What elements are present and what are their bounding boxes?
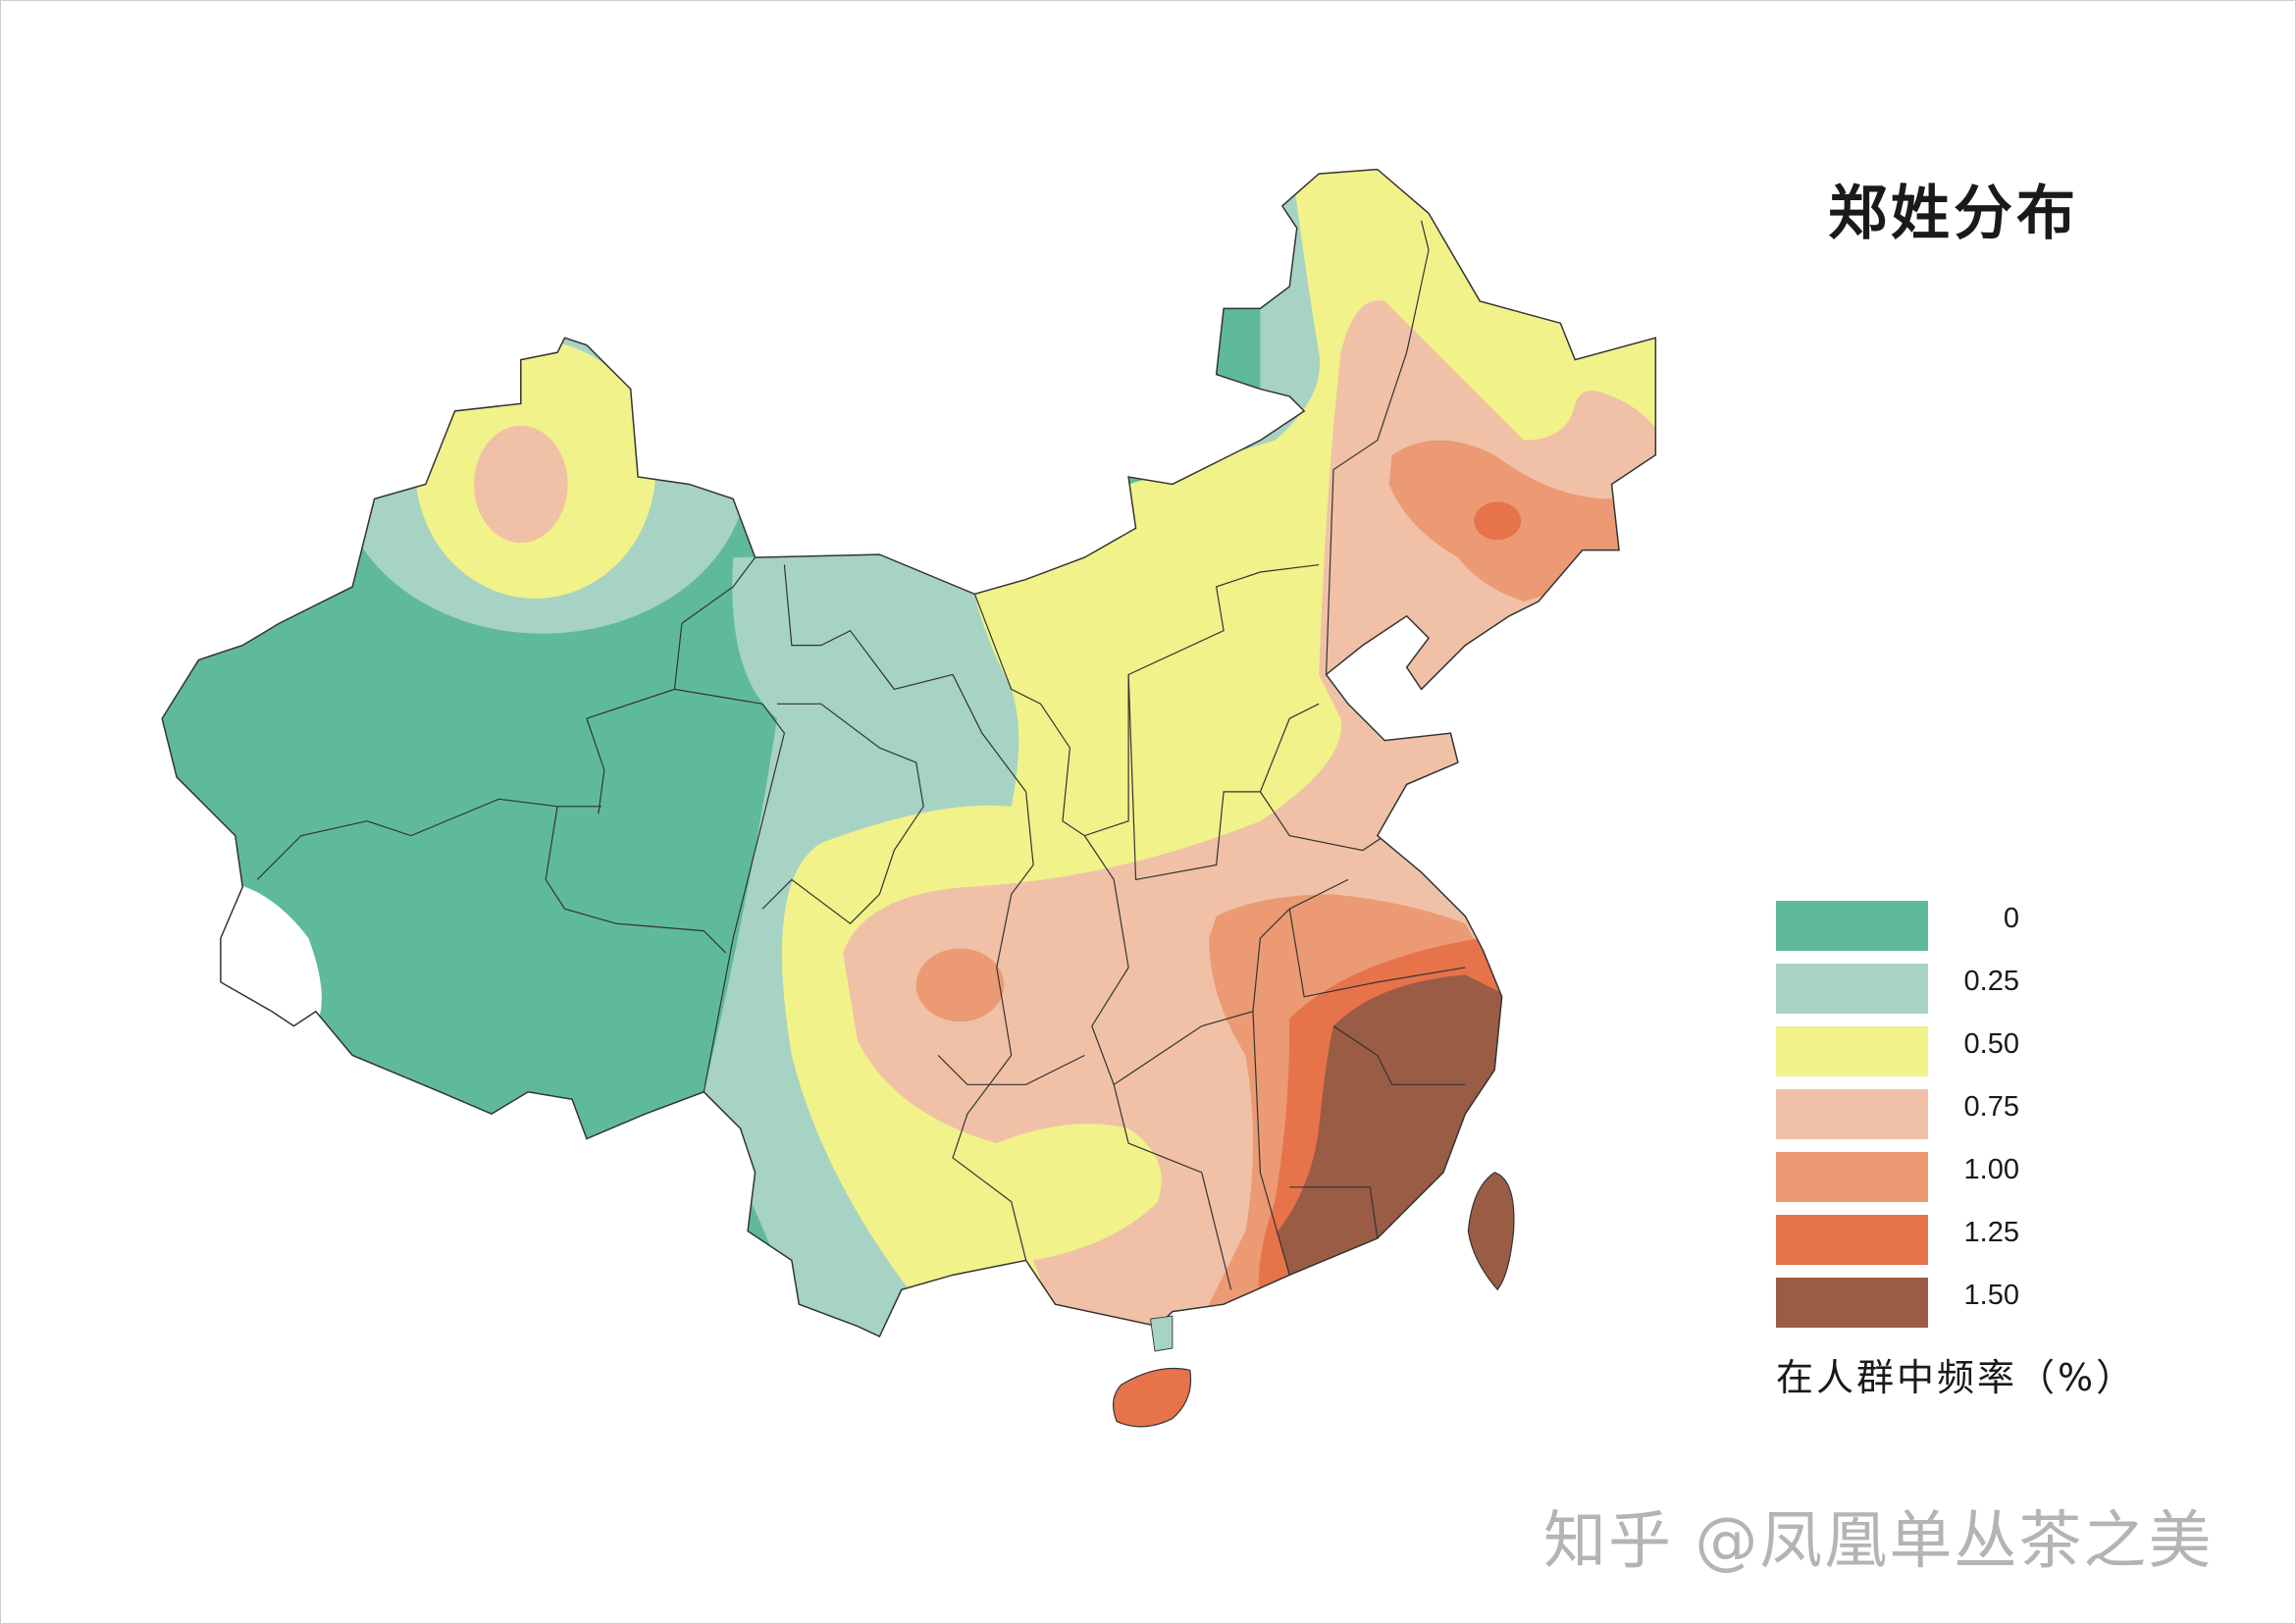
- legend-swatch: [1776, 1026, 1928, 1076]
- province-borders: [256, 220, 1466, 1290]
- taiwan: [1467, 1172, 1515, 1291]
- legend-label: 1.25: [1963, 1217, 2019, 1248]
- legend-swatch: [1776, 1089, 1928, 1139]
- zone-1.25-northeast: [1474, 501, 1522, 541]
- zone-0.75-north-xinjiang: [474, 425, 568, 544]
- map-title: 郑姓分布: [1828, 180, 2079, 248]
- zone-1.00-sichuan: [915, 948, 1005, 1022]
- legend-swatch: [1776, 1278, 1928, 1328]
- legend-swatch: [1776, 901, 1928, 951]
- leizhou-peninsula: [1149, 1315, 1174, 1352]
- legend-caption: 在人群中频率（%）: [1776, 1356, 2137, 1399]
- legend-label: 0: [2003, 903, 2019, 934]
- watermark: 知乎 @凤凰单丛茶之美: [1543, 1505, 2214, 1578]
- legend-swatch: [1776, 1152, 1928, 1202]
- legend-label: 1.00: [1963, 1154, 2019, 1185]
- legend-swatch: [1776, 1215, 1928, 1265]
- zone-1.50: [1278, 974, 1510, 1279]
- legend-swatch: [1776, 964, 1928, 1014]
- legend-label: 1.50: [1963, 1280, 2019, 1311]
- legend-label: 0.75: [1963, 1091, 2019, 1123]
- legend-label: 0.25: [1963, 966, 2019, 997]
- hainan: [1113, 1367, 1192, 1428]
- legend-label: 0.50: [1963, 1028, 2019, 1060]
